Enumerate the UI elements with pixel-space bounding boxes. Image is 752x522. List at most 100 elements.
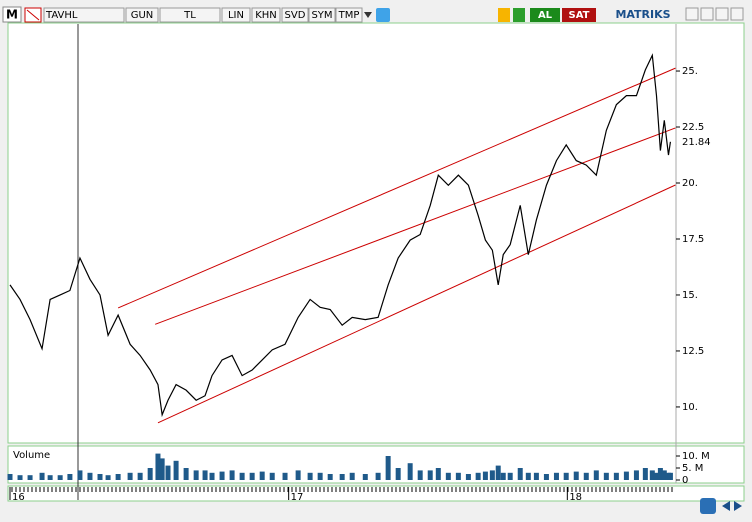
volume-bar bbox=[239, 472, 245, 480]
channel-line bbox=[117, 67, 676, 309]
volume-bar bbox=[173, 460, 179, 480]
volume-bar bbox=[489, 470, 495, 480]
volume-bar bbox=[593, 470, 599, 480]
volume-bar bbox=[517, 468, 523, 480]
price-tag-box bbox=[679, 135, 717, 148]
y-tick-label: 25. bbox=[682, 66, 698, 77]
volume-bar bbox=[105, 475, 111, 480]
y-tick-label: 20. bbox=[682, 178, 698, 189]
sync-button[interactable] bbox=[700, 498, 716, 514]
maximize-button[interactable] bbox=[700, 7, 714, 21]
volume-bar bbox=[339, 474, 345, 480]
volume-bar bbox=[407, 463, 413, 480]
volume-bar bbox=[583, 472, 589, 480]
volume-bar bbox=[375, 472, 381, 480]
buy-button[interactable] bbox=[530, 8, 560, 22]
panel-title: Volume bbox=[13, 450, 50, 461]
volume-bar bbox=[77, 470, 83, 480]
volume-bar bbox=[307, 472, 313, 480]
volume-bar bbox=[475, 472, 481, 480]
y-tick-label: 12.5 bbox=[682, 346, 704, 357]
volume-bar bbox=[57, 475, 63, 480]
dropdown-arrow[interactable] bbox=[364, 12, 372, 18]
date-ticks bbox=[11, 487, 673, 492]
volume-bar bbox=[525, 472, 531, 480]
volume-bar bbox=[417, 470, 423, 480]
restore-button[interactable] bbox=[715, 7, 729, 21]
toolbar-button[interactable] bbox=[221, 7, 251, 23]
volume-bar bbox=[362, 474, 368, 480]
volume-bar bbox=[209, 472, 215, 480]
toolbar-button[interactable] bbox=[281, 7, 309, 23]
channel-line bbox=[155, 127, 676, 325]
volume-bar bbox=[623, 471, 629, 480]
volume-bar bbox=[385, 456, 391, 480]
y-tick-label: 5. M bbox=[682, 463, 703, 474]
toolbar: M TAVHL GUN TL LIN KHN SVD SYM TMP AL SAT MATR… bbox=[2, 6, 744, 23]
volume-bar bbox=[553, 472, 559, 480]
volume-bar bbox=[349, 472, 355, 480]
volume-bar bbox=[202, 470, 208, 480]
volume-bar bbox=[653, 472, 659, 480]
volume-bar bbox=[165, 465, 171, 480]
volume-bar bbox=[327, 474, 333, 480]
volume-bar bbox=[147, 468, 153, 480]
sell-label: SAT bbox=[569, 10, 590, 21]
tool-icon[interactable] bbox=[513, 8, 525, 22]
button-label: SVD bbox=[285, 10, 306, 21]
y-tick-label: 10. M bbox=[682, 451, 710, 462]
brand: MATRIKS bbox=[615, 8, 670, 21]
button-label: GUN bbox=[131, 10, 154, 21]
volume-bar bbox=[465, 474, 471, 480]
volume-bar bbox=[259, 471, 265, 480]
button-label: LIN bbox=[228, 10, 244, 21]
toolbar-button[interactable] bbox=[125, 7, 159, 23]
symbol-box[interactable] bbox=[43, 7, 125, 23]
volume-bar bbox=[183, 468, 189, 480]
volume-bar bbox=[661, 470, 667, 480]
volume-bar bbox=[500, 472, 506, 480]
volume-bar bbox=[295, 470, 301, 480]
symbol: TAVHL bbox=[45, 10, 78, 21]
channel-line bbox=[157, 184, 676, 424]
y-tick-label: 15. bbox=[682, 290, 698, 301]
y-tick-label: 22.5 bbox=[682, 122, 704, 133]
volume-bar bbox=[137, 472, 143, 480]
volume-bar bbox=[269, 472, 275, 480]
minimize-button[interactable] bbox=[685, 7, 699, 21]
scroll-right[interactable] bbox=[734, 501, 742, 511]
current-price: 21.84 bbox=[682, 137, 711, 148]
sell-button[interactable] bbox=[562, 8, 596, 22]
volume-bar bbox=[642, 468, 648, 480]
close-button[interactable] bbox=[730, 7, 744, 21]
y-tick-label: 17.5 bbox=[682, 234, 704, 245]
volume-bar bbox=[613, 472, 619, 480]
x-tick-label: 16 bbox=[12, 492, 25, 503]
volume-bar bbox=[282, 472, 288, 480]
y-tick-label: 10. bbox=[682, 402, 698, 413]
button-label: KHN bbox=[255, 10, 277, 21]
volume-bar bbox=[249, 472, 255, 480]
volume-bar bbox=[7, 474, 13, 480]
toolbar-button[interactable] bbox=[308, 7, 336, 23]
volume-bar bbox=[87, 472, 93, 480]
refresh-icon[interactable] bbox=[498, 8, 510, 22]
volume-bar bbox=[543, 474, 549, 480]
volume-bar bbox=[317, 472, 323, 480]
toolbar-button[interactable] bbox=[159, 7, 221, 23]
twitter-button[interactable] bbox=[376, 8, 390, 22]
toolbar-button[interactable] bbox=[251, 7, 281, 23]
button-label: SYM bbox=[311, 10, 332, 21]
scroll-left[interactable] bbox=[722, 501, 730, 511]
volume-bar bbox=[67, 474, 73, 480]
price-panel bbox=[7, 22, 745, 444]
button-label: TMP bbox=[338, 10, 360, 21]
volume-bar bbox=[533, 472, 539, 480]
price-line bbox=[9, 53, 672, 418]
volume-bar bbox=[427, 470, 433, 480]
volume-bar bbox=[657, 468, 663, 480]
button-group: GUN TL LIN KHN SVD SYM TMP bbox=[125, 7, 363, 23]
toolbar-button[interactable] bbox=[335, 7, 363, 23]
